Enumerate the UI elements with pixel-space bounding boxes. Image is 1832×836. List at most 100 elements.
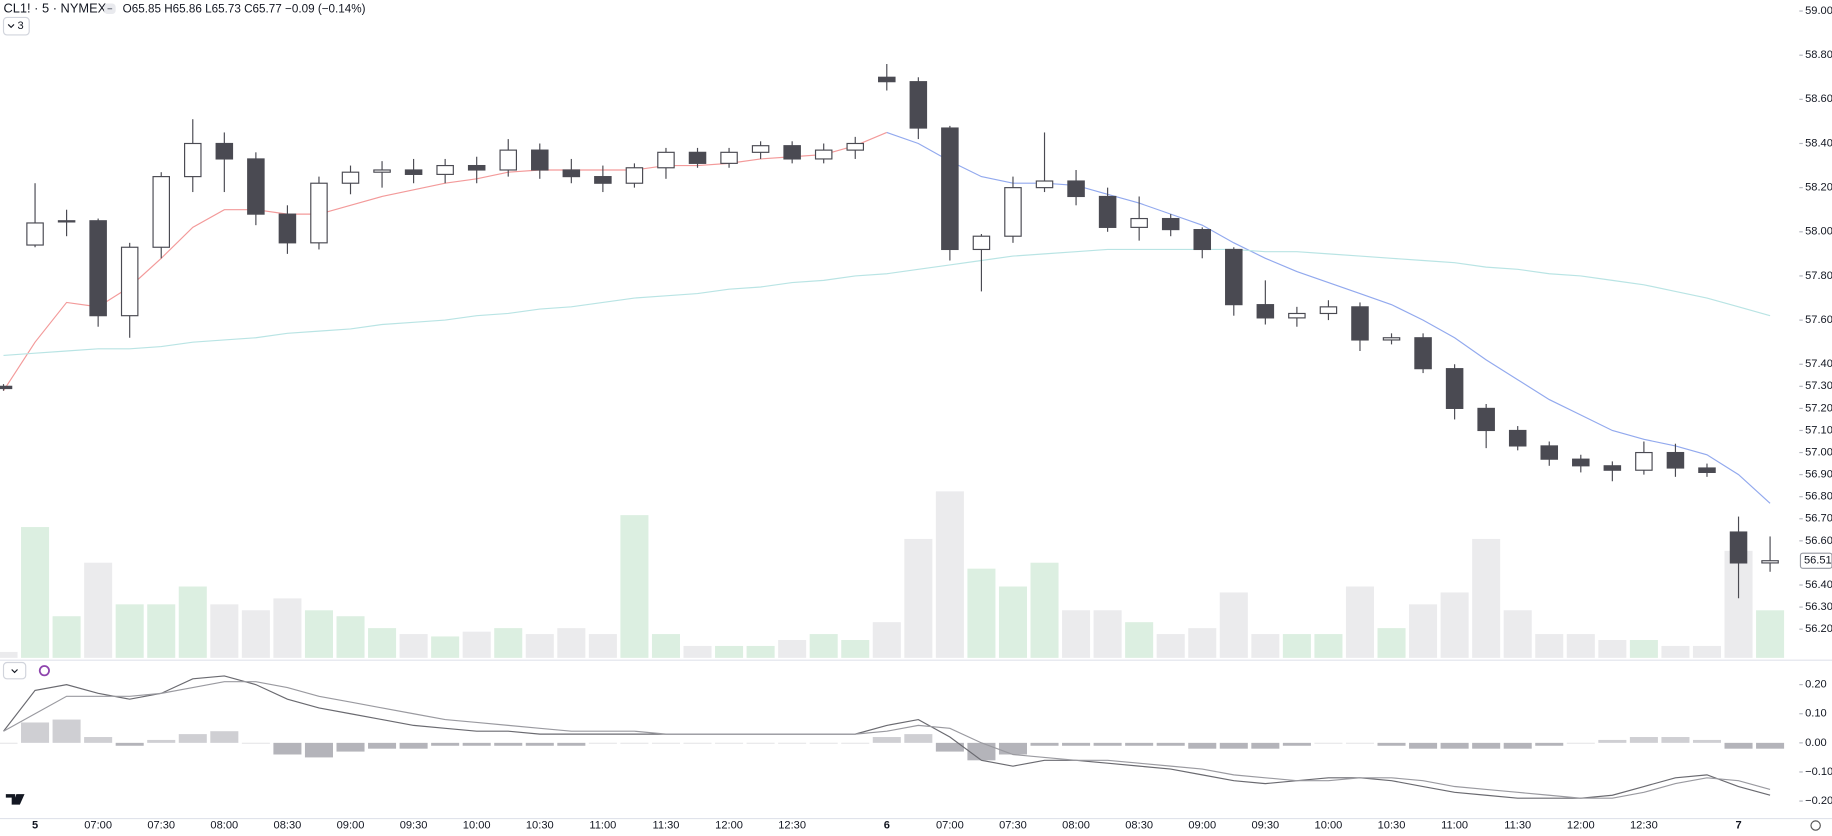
macd-histogram-bar [683, 742, 712, 744]
macd-histogram-bar [1156, 742, 1185, 746]
candle-body [1130, 217, 1148, 228]
volume-bar [1093, 610, 1122, 658]
macd-histogram-bar [620, 742, 649, 744]
macd-y-tick-label: 0.00 [1805, 737, 1827, 749]
macd-histogram-bar [1566, 742, 1595, 744]
x-tick-label: 09:00 [1188, 819, 1216, 831]
volume-bar [557, 628, 586, 658]
candle-body [1572, 458, 1590, 467]
volume-bar [746, 645, 775, 658]
x-tick-label: 10:00 [463, 819, 491, 831]
candle-body [1288, 312, 1306, 319]
macd-histogram-bar [1377, 742, 1406, 746]
chevron-icon [7, 24, 15, 29]
macd-histogram-bar [1030, 742, 1059, 746]
indicators-button[interactable] [2, 16, 30, 36]
macd-histogram-bar [588, 742, 617, 744]
volume-bar [967, 568, 996, 658]
macd-histogram-bar [1629, 737, 1658, 743]
candle-body [1004, 187, 1022, 237]
x-tick-label: 11:30 [652, 819, 679, 831]
candle-body [1382, 337, 1401, 341]
volume-bar [1598, 640, 1627, 658]
legend-change: −0.09 (−0.14%) [285, 2, 366, 15]
macd-histogram-bar [1125, 742, 1154, 746]
macd-histogram-bar [1472, 742, 1501, 749]
macd-layer [0, 675, 1785, 799]
volume-bar [1219, 592, 1248, 658]
volume-bar [1756, 610, 1785, 658]
macd-histogram-bar [1535, 742, 1564, 746]
y-tick-label: 58.60 [1805, 93, 1832, 105]
macd-histogram-bar [998, 742, 1027, 755]
volume-bar [683, 645, 712, 658]
x-tick-label: 12:30 [1630, 819, 1658, 831]
candle-body [1477, 407, 1495, 432]
macd-histogram-bar [1661, 737, 1690, 743]
volume-bar [525, 634, 554, 658]
candle-body [688, 151, 707, 164]
volume-bar [1377, 628, 1406, 658]
volume-bar [241, 610, 270, 658]
macd-histogram-bar [241, 742, 270, 744]
macd-line [3, 675, 1771, 799]
macd-y-tick-label: 0.10 [1805, 708, 1827, 720]
volume-bar [1661, 645, 1690, 658]
candle-body [57, 220, 76, 223]
volume-bar [1062, 610, 1091, 658]
candle-body [26, 222, 44, 246]
volume-bar [1188, 628, 1217, 658]
candle-body [120, 246, 139, 317]
macd-histogram-bar [651, 742, 680, 744]
candle-body [89, 220, 107, 317]
candle-body [1603, 465, 1622, 471]
sync-icon[interactable] [38, 665, 50, 677]
pane-collapse-button[interactable] [2, 661, 27, 680]
volume-bar [1535, 634, 1564, 658]
x-tick-label: 08:30 [274, 819, 302, 831]
candle-body [1035, 180, 1054, 189]
volume-bar [1125, 622, 1154, 658]
volume-bar [273, 598, 302, 658]
candle-body [846, 142, 865, 151]
candle-body [1540, 445, 1559, 460]
settings-icon[interactable] [1810, 820, 1821, 831]
legend-close: C65.77 [244, 2, 282, 15]
candle-body [878, 76, 896, 83]
macd-histogram-bar [1409, 742, 1438, 749]
volume-bar [336, 616, 365, 658]
x-tick-label: 08:30 [1125, 819, 1153, 831]
candle-body [562, 169, 581, 178]
volume-bar [1692, 645, 1722, 658]
macd-histogram-bar [1692, 739, 1722, 743]
candle-layer [0, 64, 1779, 599]
volume-bar [778, 640, 807, 658]
candle-body [278, 213, 297, 244]
volume-bar [52, 616, 81, 658]
macd-histogram-bar [935, 742, 964, 752]
chevron-icon [11, 669, 18, 674]
axis-layer: 59.00 58.80 58.60 58.40 58.20 58.00 57.80 57.60… [32, 5, 1832, 831]
volume-bar [84, 562, 113, 658]
x-tick-label: 10:00 [1315, 819, 1343, 831]
volume-bar [431, 636, 460, 658]
candle-body [152, 176, 170, 248]
candle-body [1761, 560, 1779, 564]
candle-body [247, 158, 265, 215]
macd-y-tick-label: −0.10 [1805, 766, 1832, 778]
y-tick-label: 57.00 [1805, 446, 1832, 458]
macd-histogram-bar [147, 739, 176, 743]
volume-bar [1030, 562, 1059, 658]
candle-body [341, 171, 360, 184]
x-tick-label: 10:30 [1378, 819, 1406, 831]
macd-histogram-bar [715, 742, 744, 744]
macd-histogram-bar [841, 742, 870, 744]
y-tick-label: 58.40 [1805, 137, 1832, 149]
y-tick-label: 57.60 [1805, 314, 1832, 326]
volume-bar [1503, 610, 1532, 658]
x-tick-label: 09:30 [400, 819, 428, 831]
macd-histogram-bar [525, 742, 554, 746]
volume-bar [872, 622, 901, 658]
